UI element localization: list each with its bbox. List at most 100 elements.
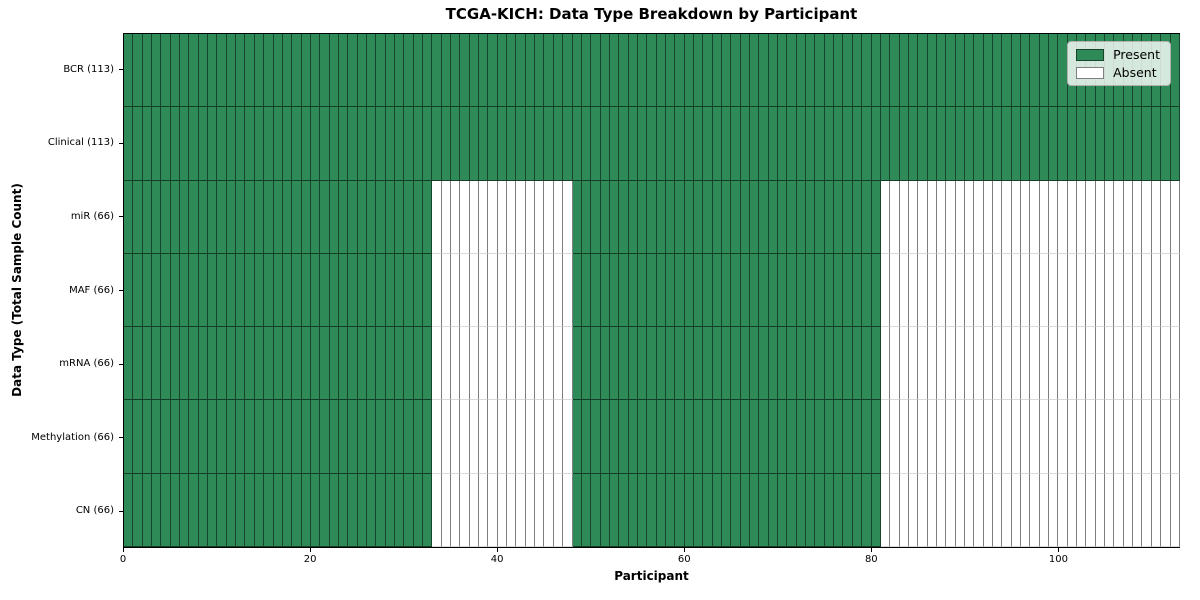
cell-present: [338, 473, 349, 547]
cell-present: [357, 107, 367, 181]
cell-absent: [488, 400, 498, 474]
cell-present: [189, 180, 199, 254]
cell-absent: [460, 253, 470, 328]
x-tick-label: 20: [303, 554, 317, 565]
cell-present: [226, 253, 237, 328]
cell-absent: [1151, 400, 1162, 474]
cell-present: [488, 34, 498, 108]
cell-present: [292, 34, 302, 108]
cell-present: [806, 400, 816, 474]
cell-absent: [469, 473, 480, 547]
cell-absent: [936, 253, 947, 328]
cell-present: [170, 473, 181, 547]
y-tick-mark: [119, 142, 123, 144]
cell-present: [600, 34, 610, 108]
cell-present: [423, 34, 433, 108]
cell-absent: [1105, 253, 1115, 328]
cell-present: [180, 327, 190, 401]
cell-present: [834, 34, 844, 108]
cell-present: [1011, 107, 1021, 181]
cell-present: [591, 107, 601, 181]
cell-absent: [890, 253, 900, 328]
cell-absent: [1011, 253, 1021, 328]
cell-present: [310, 180, 321, 254]
cell-absent: [918, 253, 928, 328]
cell-absent: [1114, 253, 1124, 328]
cell-present: [516, 107, 526, 181]
cell-present: [208, 473, 218, 547]
cell-present: [273, 180, 283, 254]
cell-present: [170, 327, 181, 401]
x-axis-label: Participant: [614, 569, 689, 583]
cell-present: [217, 400, 227, 474]
cell-present: [731, 180, 741, 254]
cell-absent: [1002, 327, 1012, 401]
cell-present: [740, 473, 751, 547]
cell-present: [348, 107, 358, 181]
cell-present: [245, 327, 255, 401]
cell-present: [404, 34, 414, 108]
legend: Present Absent: [1067, 41, 1171, 86]
cell-absent: [1030, 473, 1040, 547]
cell-present: [320, 34, 330, 108]
cell-present: [208, 34, 218, 108]
cell-absent: [1170, 253, 1180, 328]
cell-present: [992, 107, 1003, 181]
cell-present: [394, 180, 405, 254]
cell-absent: [1114, 327, 1124, 401]
cell-present: [245, 400, 255, 474]
cell-present: [161, 34, 171, 108]
cell-present: [507, 107, 517, 181]
cell-absent: [479, 180, 489, 254]
cell-absent: [507, 327, 517, 401]
cell-present: [740, 400, 751, 474]
cell-present: [637, 253, 648, 328]
cell-present: [647, 180, 657, 254]
cell-present: [133, 107, 143, 181]
cell-present: [180, 400, 190, 474]
cell-present: [124, 180, 134, 254]
cell-absent: [899, 473, 909, 547]
cell-present: [862, 253, 872, 328]
plot-area: Present Absent: [123, 33, 1180, 548]
cell-absent: [927, 327, 937, 401]
cell-absent: [946, 253, 956, 328]
cell-present: [862, 473, 872, 547]
cell-present: [703, 400, 713, 474]
cell-present: [282, 327, 293, 401]
cell-absent: [1142, 473, 1152, 547]
cell-present: [301, 34, 311, 108]
y-tick-label: Methylation (66): [31, 431, 114, 443]
cell-present: [208, 327, 218, 401]
cell-present: [1039, 107, 1050, 181]
cell-present: [254, 400, 265, 474]
cell-absent: [525, 253, 536, 328]
cell-present: [404, 400, 414, 474]
cell-absent: [964, 327, 975, 401]
cell-present: [273, 473, 283, 547]
absent-swatch: [1076, 66, 1105, 79]
cell-present: [824, 327, 835, 401]
cell-present: [292, 400, 302, 474]
cell-present: [338, 107, 349, 181]
cell-absent: [908, 180, 919, 254]
cell-present: [600, 473, 610, 547]
cell-absent: [451, 327, 461, 401]
cell-present: [647, 400, 657, 474]
cell-absent: [516, 180, 526, 254]
cell-present: [1133, 107, 1143, 181]
cell-present: [245, 107, 255, 181]
cell-present: [936, 107, 947, 181]
cell-present: [675, 180, 685, 254]
cell-present: [581, 400, 592, 474]
cell-absent: [563, 253, 573, 328]
cell-present: [731, 400, 741, 474]
cell-present: [750, 253, 760, 328]
cell-present: [320, 400, 330, 474]
cell-present: [1002, 107, 1012, 181]
cell-absent: [1021, 400, 1031, 474]
cell-absent: [992, 253, 1003, 328]
cell-present: [759, 473, 769, 547]
cell-present: [198, 107, 209, 181]
cell-absent: [507, 180, 517, 254]
